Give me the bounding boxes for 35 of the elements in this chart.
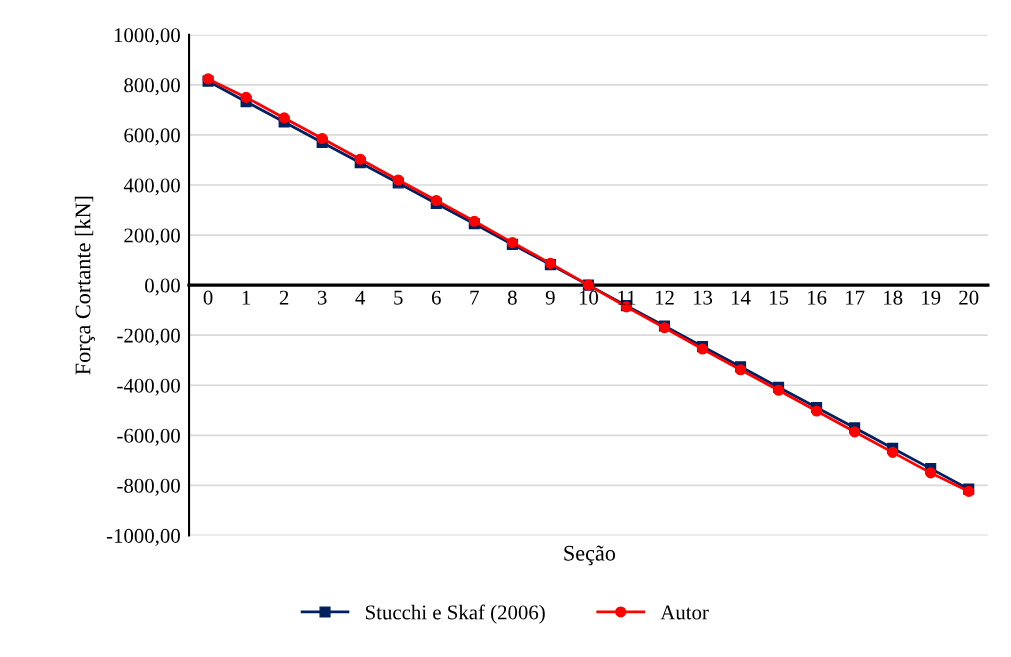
x-tick-label: 19: [922, 290, 941, 305]
x-tick-label: 16: [808, 290, 827, 305]
y-tick-label: 0,00: [145, 278, 180, 296]
x-tick-label: 1: [242, 290, 251, 305]
x-axis-title: Seção: [564, 545, 616, 566]
y-tick-label: -600,00: [117, 428, 180, 446]
x-tick-label: 14: [731, 290, 751, 305]
x-tick-label: 18: [884, 290, 903, 305]
x-tick-label: 3: [317, 290, 327, 305]
x-tick-label: 6: [431, 290, 441, 305]
y-axis-title: Força Cortante [kN]: [74, 196, 95, 375]
y-tick-label: 1000,00: [114, 28, 180, 46]
legend-label: Autor: [660, 605, 709, 620]
x-tick-label: 4: [355, 290, 366, 305]
x-tick-label: 10: [579, 290, 599, 305]
x-tick-label: 9: [545, 290, 555, 305]
x-tick-label: 12: [655, 290, 674, 305]
x-tick-label: 8: [507, 290, 517, 305]
y-tick-label: -800,00: [117, 478, 180, 496]
y-tick-label: -400,00: [117, 378, 180, 396]
x-tick-label: 5: [394, 290, 403, 305]
y-tick-label: 600,00: [124, 128, 180, 146]
y-tick-label: 800,00: [124, 78, 180, 96]
x-tick-label: 17: [846, 290, 865, 305]
x-tick-label: 13: [693, 290, 713, 305]
y-tick-label: 400,00: [123, 178, 180, 196]
y-tick-label: 200,00: [124, 228, 180, 246]
x-tick-label: 2: [279, 290, 289, 305]
y-tick-label: -200,00: [117, 328, 180, 346]
x-tick-label: 0: [203, 290, 213, 305]
y-tick-label: -1000,00: [106, 528, 180, 546]
legend-label: Stucchi e Skaf (2006): [366, 604, 545, 624]
x-tick-label: 7: [470, 290, 479, 305]
x-tick-label: 20: [959, 290, 979, 305]
x-tick-label: 15: [769, 290, 789, 305]
